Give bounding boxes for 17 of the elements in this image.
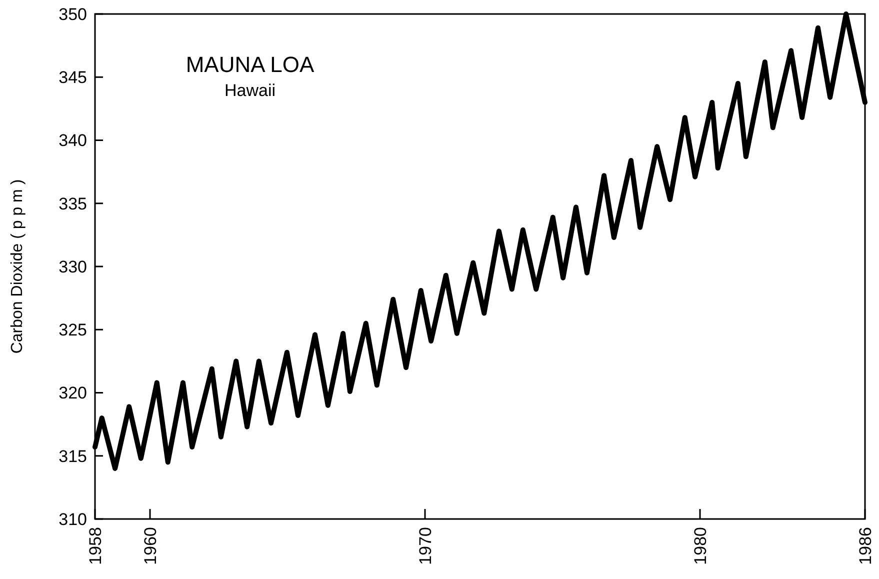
x-tick-label: 1958	[86, 527, 105, 565]
y-tick-label: 340	[58, 131, 87, 150]
x-tick-label: 1980	[690, 527, 710, 565]
y-tick-label: 335	[58, 194, 87, 214]
y-axis-title: Carbon Dioxide ( p p m )	[9, 179, 26, 354]
text: Hawaii	[224, 81, 276, 100]
y-tick-label: 315	[58, 446, 87, 466]
y-tick-label: 350	[58, 4, 87, 24]
y-tick-label: 345	[58, 68, 87, 88]
y-tick-label: 325	[58, 320, 87, 340]
y-tick-label: 310	[58, 510, 87, 529]
y-tick-label: 330	[58, 257, 87, 276]
x-tick-label: 1970	[416, 527, 435, 565]
y-tick-label: 320	[58, 384, 87, 403]
x-tick-label: 1960	[140, 527, 160, 565]
text: MAUNA LOA	[186, 52, 315, 77]
x-tick-label: 1986	[856, 527, 875, 565]
